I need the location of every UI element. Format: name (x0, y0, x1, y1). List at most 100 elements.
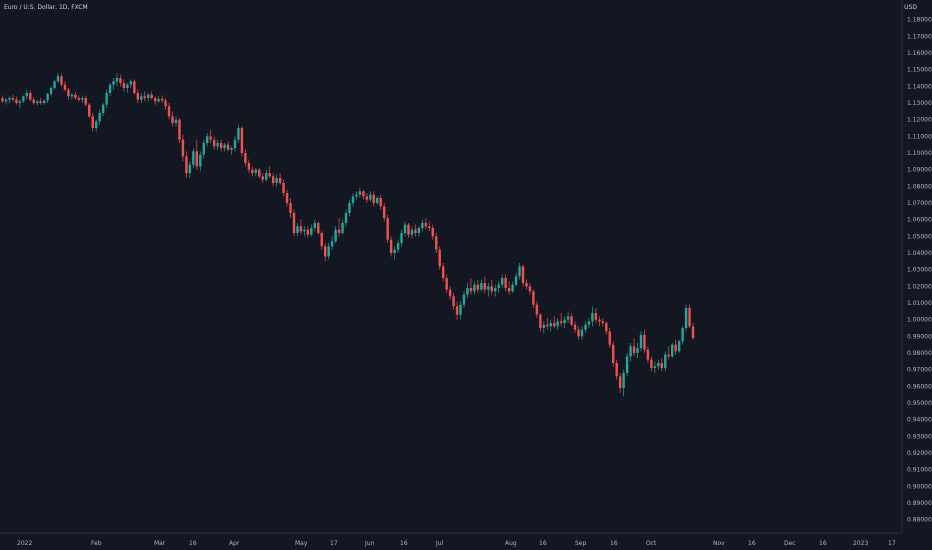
candle (410, 226, 414, 238)
candle-body (428, 226, 431, 228)
candle (646, 346, 650, 363)
candle-body (153, 98, 157, 102)
candle (22, 95, 25, 103)
price-tick-label: 1.07000 (907, 200, 932, 207)
time-tick-label: 16 (539, 540, 547, 547)
candle-body (441, 266, 445, 278)
candle (428, 221, 431, 232)
candle-body (1, 98, 4, 102)
candle (622, 369, 625, 397)
candle (386, 214, 389, 243)
time-tick-label: Jun (364, 540, 375, 547)
candle (63, 81, 67, 92)
candle (455, 301, 459, 320)
candle-body (42, 100, 46, 103)
candle-body (556, 321, 559, 327)
candle-body (594, 313, 598, 320)
candle (587, 318, 591, 328)
candle-body (115, 78, 119, 82)
time-tick-label: Feb (91, 540, 102, 547)
time-tick-label: 16 (819, 540, 827, 547)
candle-body (632, 346, 636, 353)
candle (275, 174, 278, 187)
candle (362, 189, 365, 200)
candle-body (94, 121, 98, 128)
price-tick-label: 0.96000 (907, 383, 932, 390)
candle (212, 136, 216, 150)
candle (518, 263, 521, 280)
candle-body (230, 148, 233, 150)
time-tick-label: 2023 (853, 540, 868, 547)
candle (369, 191, 372, 202)
candle (289, 198, 292, 218)
candle-body (206, 136, 209, 143)
candle (143, 91, 146, 102)
price-tick-label: 1.08000 (907, 183, 932, 190)
candle (660, 358, 663, 372)
candle-body (15, 99, 18, 103)
candle-body (271, 176, 275, 183)
candle-body (178, 119, 181, 140)
price-scale[interactable]: 1.18000 1.17000 1.16000 1.15000 1.14000 1.130… (907, 17, 932, 524)
candle (476, 279, 480, 293)
candle-body (160, 98, 164, 101)
time-scale[interactable]: 2022 Feb Mar 16 Apr May 17 Jun 16 Jul Aug 16 Sep 16 Oc… (17, 540, 896, 547)
candle-body (244, 153, 247, 163)
candle (60, 73, 63, 87)
candle (618, 373, 622, 393)
price-tick-label: 1.10000 (907, 150, 932, 157)
candle (320, 231, 323, 250)
candle-body (414, 229, 417, 233)
candle (403, 221, 407, 237)
price-tick-label: 1.09000 (907, 167, 932, 174)
candle (521, 264, 525, 287)
candle-body (525, 283, 528, 287)
candle (570, 313, 573, 327)
candle (164, 98, 167, 110)
candle (473, 281, 476, 295)
candle (299, 219, 303, 235)
candle-body (56, 76, 60, 82)
candle-body (36, 101, 39, 103)
candle-body (396, 243, 400, 250)
candle (18, 99, 22, 108)
candle-body (389, 239, 393, 253)
candle (615, 359, 618, 380)
candle (171, 111, 174, 127)
time-tick-label: Jul (435, 540, 444, 547)
candle-body (577, 329, 580, 337)
candle-body (275, 178, 278, 183)
candle (681, 326, 684, 345)
candle (598, 316, 601, 327)
candle (70, 93, 74, 100)
candle-body (351, 196, 355, 203)
candle-body (39, 101, 42, 103)
candle (511, 281, 514, 293)
price-tick-label: 0.88000 (907, 517, 932, 524)
candle (671, 343, 674, 358)
candle (199, 151, 202, 172)
candle-body (147, 94, 150, 98)
candle-body (344, 213, 348, 223)
candle (577, 326, 580, 340)
candle-body (282, 183, 285, 193)
candle (612, 341, 615, 367)
candle (462, 291, 466, 308)
candle-body (393, 249, 396, 253)
candle (469, 278, 473, 295)
candle-body (601, 321, 605, 323)
candle-body (330, 241, 334, 247)
candle (643, 329, 646, 353)
candle (122, 79, 126, 92)
candle-body (646, 349, 650, 360)
candle-body (108, 84, 112, 93)
time-tick-label: Mar (154, 540, 166, 547)
candle (608, 328, 611, 348)
candle-body (226, 144, 230, 150)
candle (653, 361, 657, 373)
candle-body (518, 266, 521, 277)
candle (88, 103, 91, 118)
candle (237, 124, 240, 143)
